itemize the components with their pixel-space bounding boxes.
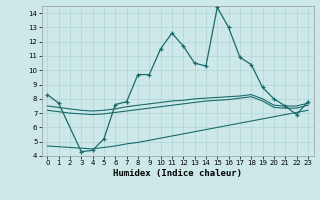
X-axis label: Humidex (Indice chaleur): Humidex (Indice chaleur) [113,169,242,178]
